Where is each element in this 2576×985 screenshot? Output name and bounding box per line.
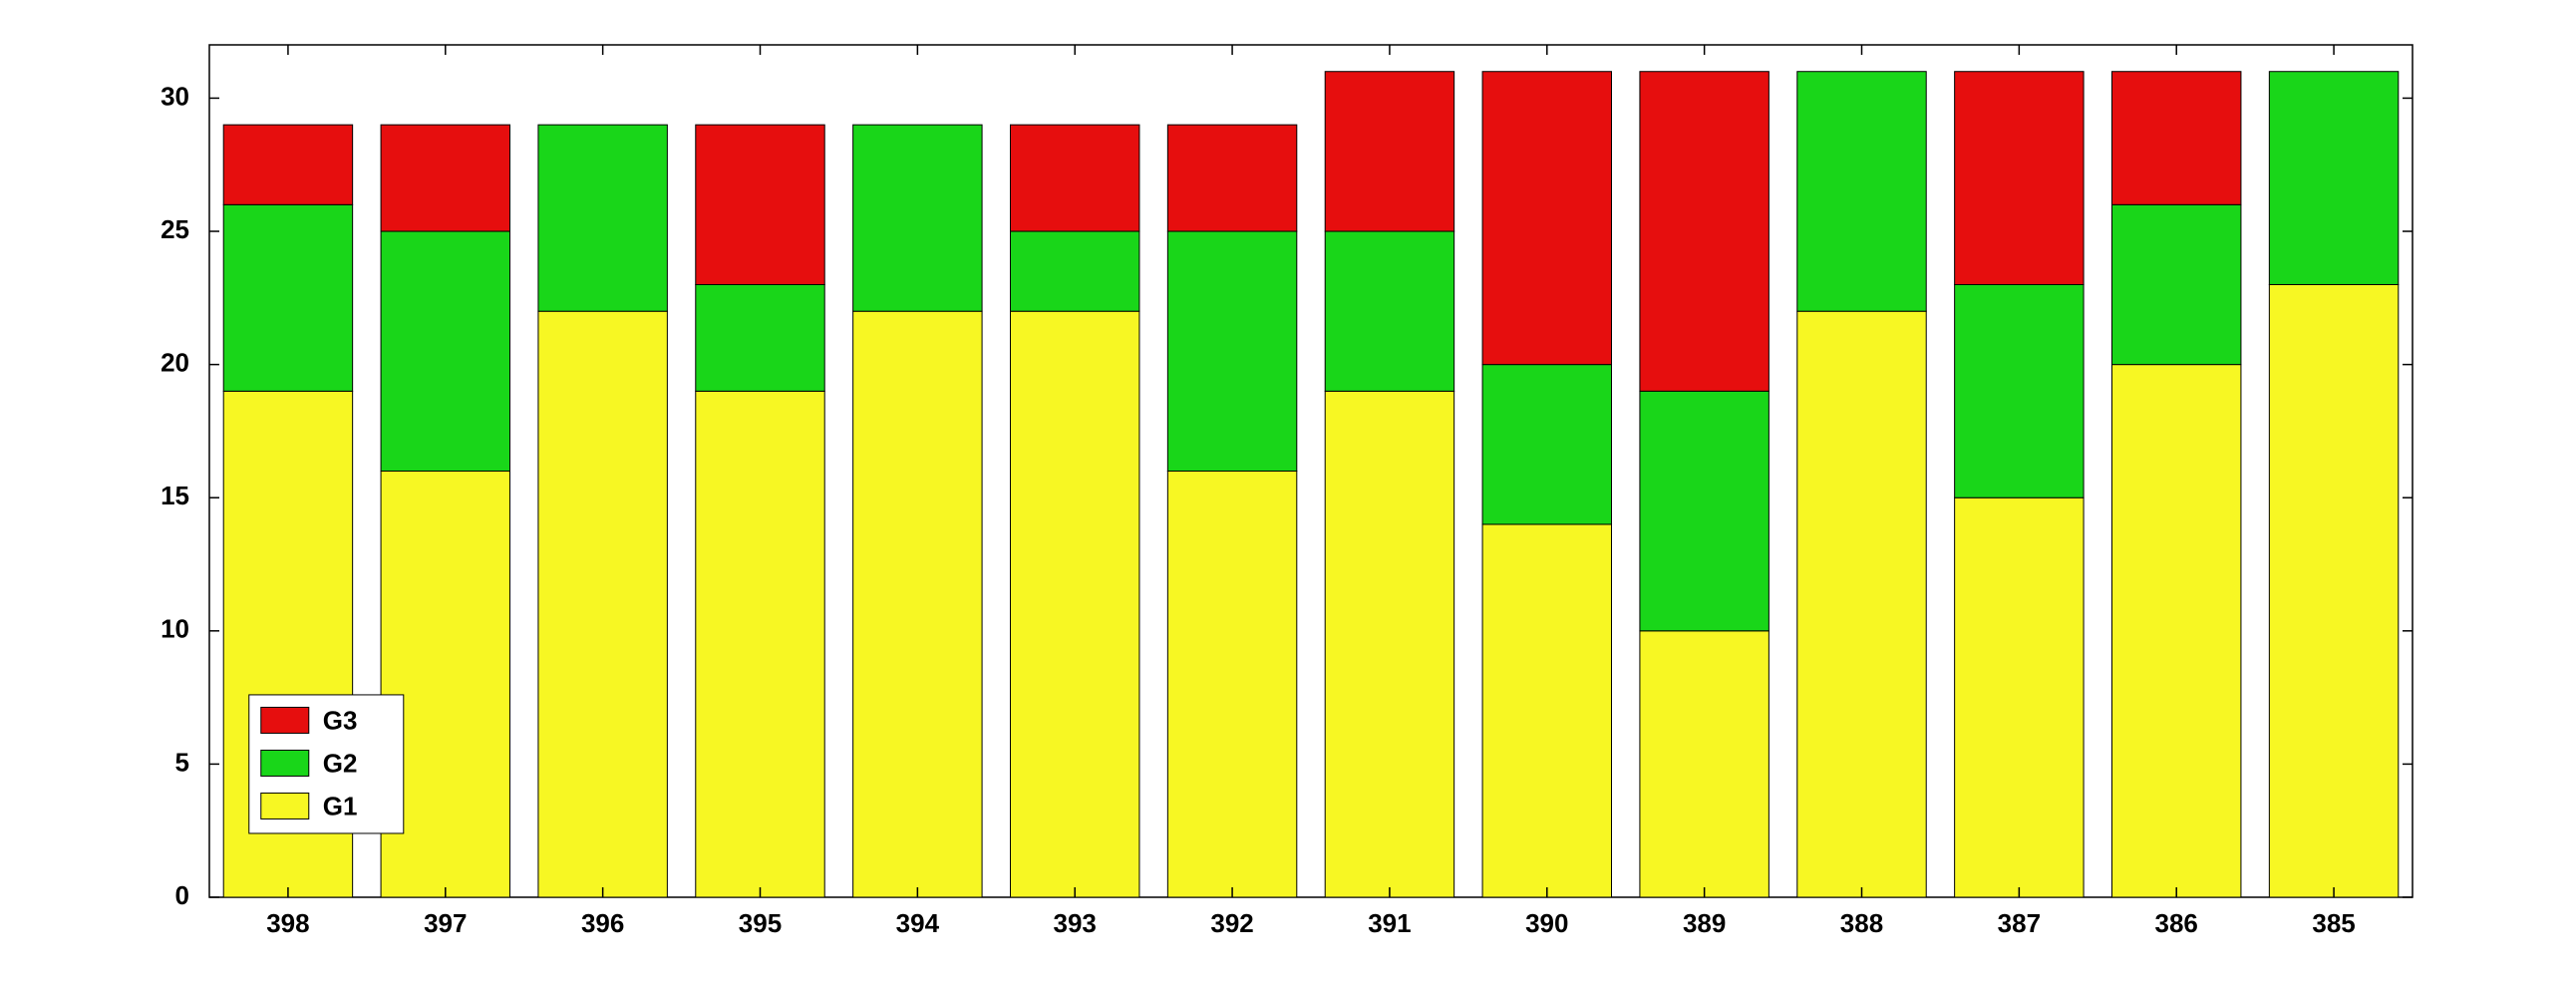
x-tick-label: 390 [1525, 908, 1568, 938]
bar-G3 [1167, 125, 1296, 231]
bar-G3 [2111, 72, 2240, 205]
bar-G2 [223, 204, 352, 391]
x-tick-label: 391 [1368, 908, 1411, 938]
bar-G1 [1167, 472, 1296, 898]
bar-G1 [538, 311, 667, 897]
bar-G1 [1482, 524, 1611, 897]
y-tick-label: 25 [161, 214, 189, 244]
legend-label: G2 [323, 748, 358, 778]
bar-G2 [1167, 231, 1296, 471]
bar-G3 [1640, 72, 1769, 392]
bar-G2 [2111, 204, 2240, 364]
bar-G2 [2269, 72, 2398, 285]
bar-G2 [1640, 391, 1769, 630]
bar-G2 [1955, 284, 2084, 497]
bar-G2 [853, 125, 982, 311]
y-tick-label: 0 [175, 880, 189, 910]
bar-G2 [1010, 231, 1138, 311]
y-tick-label: 15 [161, 481, 189, 510]
bar-G1 [2111, 365, 2240, 897]
bar-G1 [1010, 311, 1138, 897]
x-tick-label: 396 [581, 908, 624, 938]
legend-swatch [261, 793, 309, 819]
bar-G1 [853, 311, 982, 897]
bar-G1 [1640, 631, 1769, 897]
bar-G2 [1325, 231, 1453, 391]
bar-G2 [1482, 365, 1611, 524]
bar-G1 [1797, 311, 1926, 897]
bar-G3 [1482, 72, 1611, 365]
y-tick-label: 20 [161, 348, 189, 378]
legend-swatch [261, 750, 309, 776]
bar-G2 [696, 284, 824, 391]
bar-G1 [1955, 497, 2084, 897]
x-tick-label: 388 [1840, 908, 1883, 938]
legend-label: G3 [323, 705, 358, 735]
y-tick-label: 30 [161, 81, 189, 111]
x-tick-label: 398 [266, 908, 309, 938]
bar-G3 [1325, 72, 1453, 231]
x-tick-label: 393 [1054, 908, 1097, 938]
stacked-bar-chart: 0 5 10 15 20 25 30 398 397 396 395 394 393 392 391 390 3… [0, 0, 2576, 985]
bar-G3 [1955, 72, 2084, 285]
legend-swatch [261, 707, 309, 733]
x-tick-label: 394 [896, 908, 940, 938]
chart-container: 0 5 10 15 20 25 30 398 397 396 395 394 393 392 391 390 3… [0, 0, 2576, 985]
legend-label: G1 [323, 791, 358, 821]
x-tick-label: 385 [2312, 908, 2355, 938]
x-tick-label: 397 [424, 908, 467, 938]
bar-G3 [381, 125, 509, 231]
x-tick-label: 389 [1683, 908, 1726, 938]
bar-G3 [696, 125, 824, 284]
bar-G2 [381, 231, 509, 471]
x-tick-label: 387 [1998, 908, 2041, 938]
bar-G1 [2269, 284, 2398, 897]
y-tick-label: 5 [175, 747, 189, 777]
x-tick-label: 395 [739, 908, 782, 938]
y-tick-label: 10 [161, 614, 189, 644]
x-tick-label: 392 [1210, 908, 1253, 938]
bar-G2 [538, 125, 667, 311]
bar-G3 [1010, 125, 1138, 231]
x-tick-label: 386 [2155, 908, 2198, 938]
bar-G2 [1797, 72, 1926, 311]
bar-G3 [223, 125, 352, 204]
bar-G1 [696, 391, 824, 897]
bar-G1 [1325, 391, 1453, 897]
